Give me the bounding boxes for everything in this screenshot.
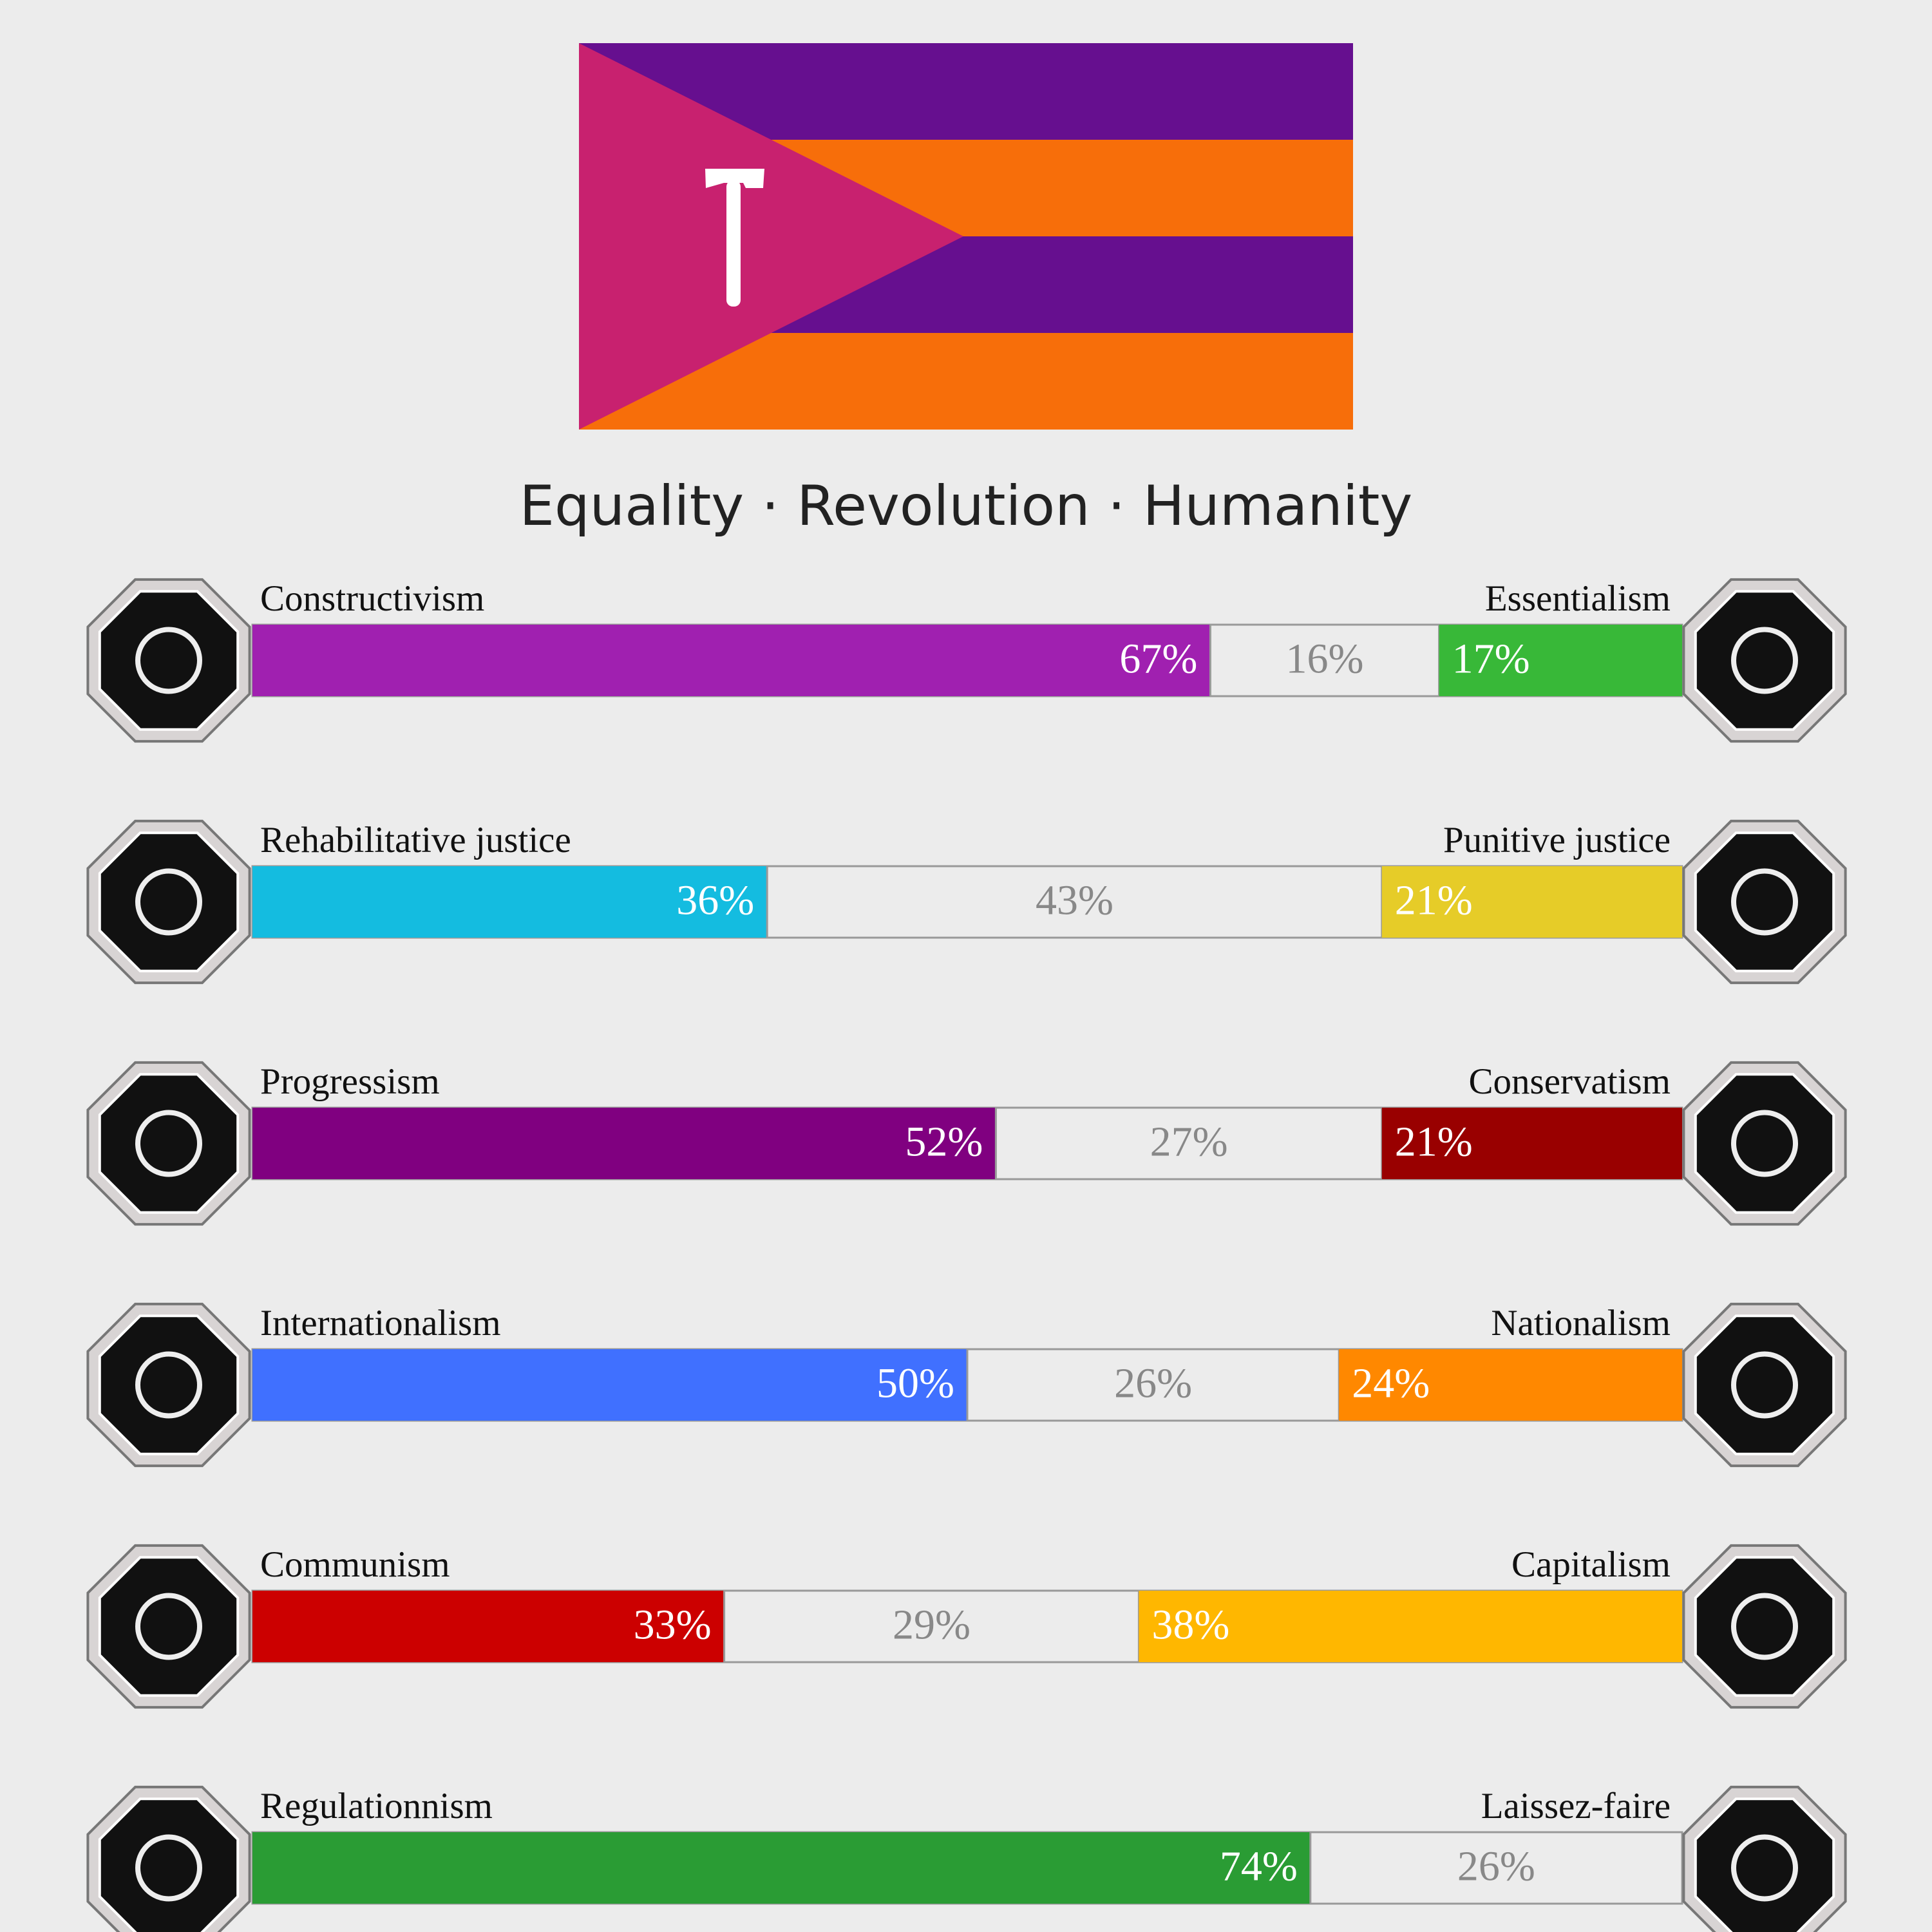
right-segment [1381, 1108, 1682, 1179]
axis-icon [86, 1785, 251, 1932]
neutral-segment [766, 865, 1383, 939]
icon-symbol [1731, 1110, 1798, 1177]
neutral-segment [723, 1589, 1140, 1663]
value-label: 26% [1114, 1360, 1192, 1407]
axis-icon [1682, 578, 1847, 743]
value-label: 43% [1036, 877, 1113, 924]
axis-icon [86, 1061, 251, 1226]
icon-symbol [1731, 1834, 1798, 1902]
value-label: 36% [676, 877, 754, 924]
neutral-segment [966, 1348, 1340, 1422]
icon-symbol [1731, 627, 1798, 694]
neutral-segment [994, 1106, 1383, 1180]
value-label: 52% [905, 1119, 983, 1166]
left-segment [252, 866, 768, 938]
value-label: 33% [634, 1602, 712, 1649]
icon-symbol [135, 627, 202, 694]
icon-face [98, 590, 240, 731]
value-label: 50% [876, 1360, 954, 1407]
left-segment [252, 1108, 996, 1179]
icon-face [1694, 1314, 1835, 1455]
right-label: Punitive justice [1443, 820, 1671, 860]
axis-icon [1682, 1785, 1847, 1932]
right-label: Conservatism [1469, 1061, 1671, 1102]
icon-face [98, 1797, 240, 1932]
left-segment [252, 1832, 1311, 1904]
icon-symbol [135, 868, 202, 936]
icon-symbol [135, 1834, 202, 1902]
axis-icon [86, 1302, 251, 1468]
left-label: Progressism [260, 1061, 440, 1102]
left-segment [252, 1349, 967, 1421]
left-segment [252, 1591, 724, 1662]
value-label: 74% [1220, 1843, 1298, 1890]
value-label: 21% [1395, 877, 1473, 924]
axis-icon [1682, 1061, 1847, 1226]
right-label: Laissez-faire [1481, 1786, 1671, 1826]
value-label: 27% [1150, 1119, 1228, 1166]
value-label: 67% [1119, 636, 1197, 683]
axis-icon [1682, 1302, 1847, 1468]
axis-icon [86, 819, 251, 985]
icon-symbol [1731, 1593, 1798, 1660]
right-segment [1139, 1591, 1682, 1662]
motto: Equality · Revolution · Humanity [520, 474, 1413, 538]
icon-symbol [135, 1351, 202, 1419]
icon-face [1694, 590, 1835, 731]
value-label: 24% [1352, 1360, 1430, 1407]
left-label: Constructivism [260, 578, 484, 619]
right-segment [1339, 1349, 1682, 1421]
left-label: Rehabilitative justice [260, 820, 571, 860]
icon-face [98, 1314, 240, 1455]
value-label: 16% [1286, 636, 1364, 683]
left-segment [252, 625, 1211, 696]
left-label: Internationalism [260, 1303, 501, 1343]
value-label: 29% [893, 1602, 971, 1649]
icon-face [98, 1556, 240, 1697]
icon-face [1694, 1073, 1835, 1214]
icon-face [1694, 1797, 1835, 1932]
right-segment [1381, 866, 1682, 938]
icon-face [98, 831, 240, 972]
right-label: Capitalism [1511, 1544, 1671, 1585]
flag [579, 43, 1353, 430]
icon-face [1694, 1556, 1835, 1697]
icon-symbol [135, 1593, 202, 1660]
value-label: 26% [1457, 1843, 1535, 1890]
icon-symbol [135, 1110, 202, 1177]
neutral-segment [1309, 1831, 1683, 1905]
left-label: Communism [260, 1544, 450, 1585]
neutral-segment [1209, 623, 1441, 697]
axis-icon [86, 1544, 251, 1709]
icon-symbol [1731, 868, 1798, 936]
icon-symbol [1731, 1351, 1798, 1419]
axis-icon [86, 578, 251, 743]
left-label: Regulationnism [260, 1786, 493, 1826]
icon-face [1694, 831, 1835, 972]
right-label: Essentialism [1485, 578, 1671, 619]
flag-triangle [579, 43, 963, 430]
value-label: 38% [1151, 1602, 1229, 1649]
value-label: 17% [1452, 636, 1530, 683]
right-label: Nationalism [1491, 1303, 1671, 1343]
right-segment [1439, 625, 1682, 696]
flag-hammer [705, 169, 764, 307]
value-label: 21% [1395, 1119, 1473, 1166]
axis-icon [1682, 1544, 1847, 1709]
axis-icon [1682, 819, 1847, 985]
icon-face [98, 1073, 240, 1214]
